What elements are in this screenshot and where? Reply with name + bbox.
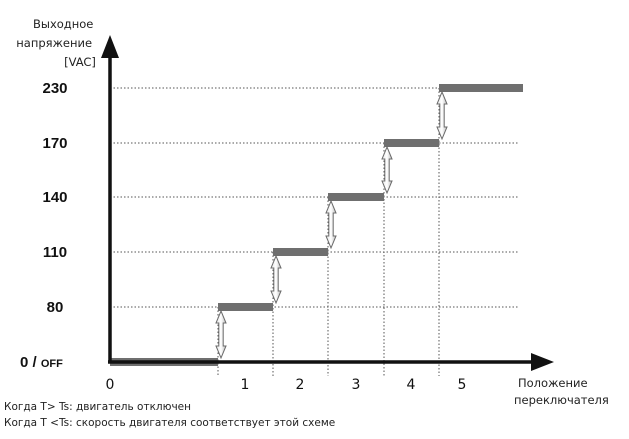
transition-arrow (325, 199, 337, 250)
grid-lines (110, 87, 519, 376)
y-tick-label: 110 (43, 244, 67, 261)
x-tick-label: 1 (241, 377, 250, 393)
y-tick-label: 0 / OFF (20, 354, 63, 371)
y-tick-label: 80 (47, 299, 64, 316)
transition-arrows (215, 90, 448, 360)
x-tick-label: 2 (296, 377, 305, 393)
step-bar-3 (328, 193, 384, 201)
x-tick-labels: 0 1 2 3 4 5 (106, 377, 467, 393)
transition-arrow (215, 309, 227, 360)
transition-arrow (270, 254, 282, 305)
note-overheat: Когда T> Ts: двигатель отключен (4, 401, 191, 413)
y-axis-arrowhead (101, 35, 119, 58)
x-tick-label: 4 (407, 377, 416, 393)
note-normal: Когда T <Ts: скорость двигателя соответс… (4, 417, 336, 429)
x-tick-label: 0 (106, 377, 115, 393)
x-axis-label: Положение переключателя (514, 376, 609, 407)
x-axis-label-line: Положение (518, 376, 588, 390)
transition-arrow (436, 90, 448, 141)
y-tick-labels: 230 170 140 110 80 0 / OFF (20, 80, 68, 371)
y-axis-label-line: Выходное (33, 17, 93, 31)
y-axis-label-line: напряжение (16, 36, 92, 50)
y-axis-label-line: [VAC] (64, 55, 96, 69)
x-axis-arrowhead (531, 353, 554, 371)
step-bar-2 (273, 248, 328, 256)
y-axis-label: Выходное напряжение [VAC] (16, 17, 97, 69)
y-tick-label: 140 (42, 189, 67, 206)
x-axis-label-line: переключателя (514, 393, 609, 407)
step-bar-1 (218, 303, 273, 311)
transition-arrow (381, 145, 393, 195)
x-tick-label: 5 (458, 377, 467, 393)
step-series (110, 84, 523, 366)
y-tick-label: 170 (42, 135, 67, 152)
x-tick-label: 3 (352, 377, 361, 393)
step-bar-4 (384, 139, 439, 147)
step-bar-5 (439, 84, 523, 92)
y-tick-label: 230 (42, 80, 67, 97)
